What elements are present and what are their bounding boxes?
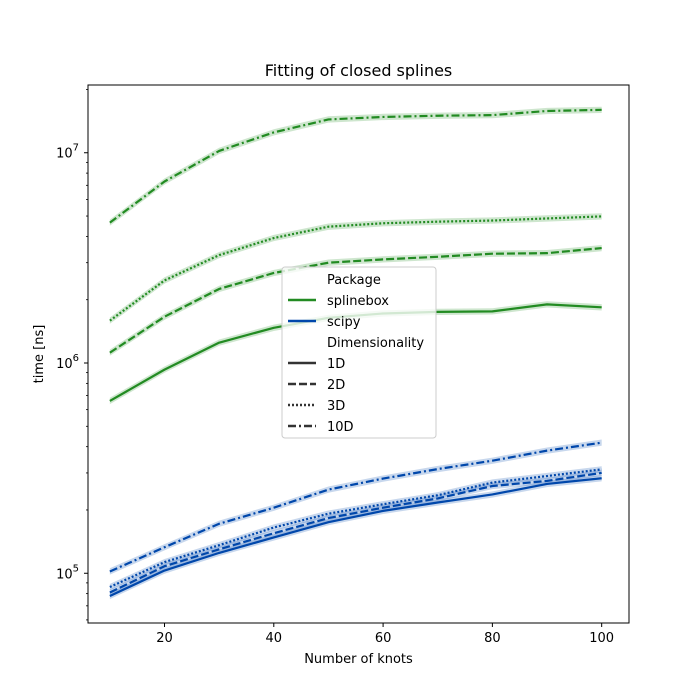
series-line-scipy-2d [109, 471, 602, 594]
series-line-splinebox-10d [109, 108, 602, 224]
legend-label-1d: 1D [327, 357, 345, 372]
x-tick-label-20: 20 [156, 631, 173, 646]
x-tick-label-100: 100 [589, 631, 614, 646]
legend-label-10d: 10D [327, 420, 354, 435]
series-layer [109, 106, 602, 600]
x-axis-label: Number of knots [304, 652, 413, 667]
y-axis: 105 106 107 [56, 89, 88, 621]
series-line-splinebox-2d [109, 246, 602, 354]
legend-title-dimensionality: Dimensionality [327, 336, 424, 351]
x-tick-label-80: 80 [484, 631, 501, 646]
legend-label-splinebox: splinebox [327, 294, 389, 309]
series-line-scipy-3d [109, 468, 602, 589]
y-tick-label-5: 105 [56, 563, 79, 582]
legend-title-package: Package [327, 273, 381, 288]
series-line-splinebox-3d [109, 215, 602, 322]
legend-box [281, 266, 437, 439]
series-line-scipy-1d [109, 477, 602, 597]
y-tick-label-6: 106 [56, 353, 79, 372]
series-line-scipy-10d [109, 441, 602, 573]
x-axis: 20 40 60 80 100 [156, 623, 614, 646]
plot-frame [87, 84, 630, 624]
x-tick-label-60: 60 [375, 631, 392, 646]
chart-title: Fitting of closed splines [265, 61, 453, 80]
legend: Package splinebox scipy Dimensionality 1… [281, 266, 437, 439]
legend-label-3d: 3D [327, 399, 345, 414]
x-tick-label-40: 40 [266, 631, 283, 646]
legend-label-scipy: scipy [327, 315, 361, 330]
band-scipy-2d [109, 469, 602, 596]
legend-label-2d: 2D [327, 378, 345, 393]
y-tick-label-7: 107 [56, 143, 79, 162]
y-axis-label: time [ns] [32, 325, 47, 384]
